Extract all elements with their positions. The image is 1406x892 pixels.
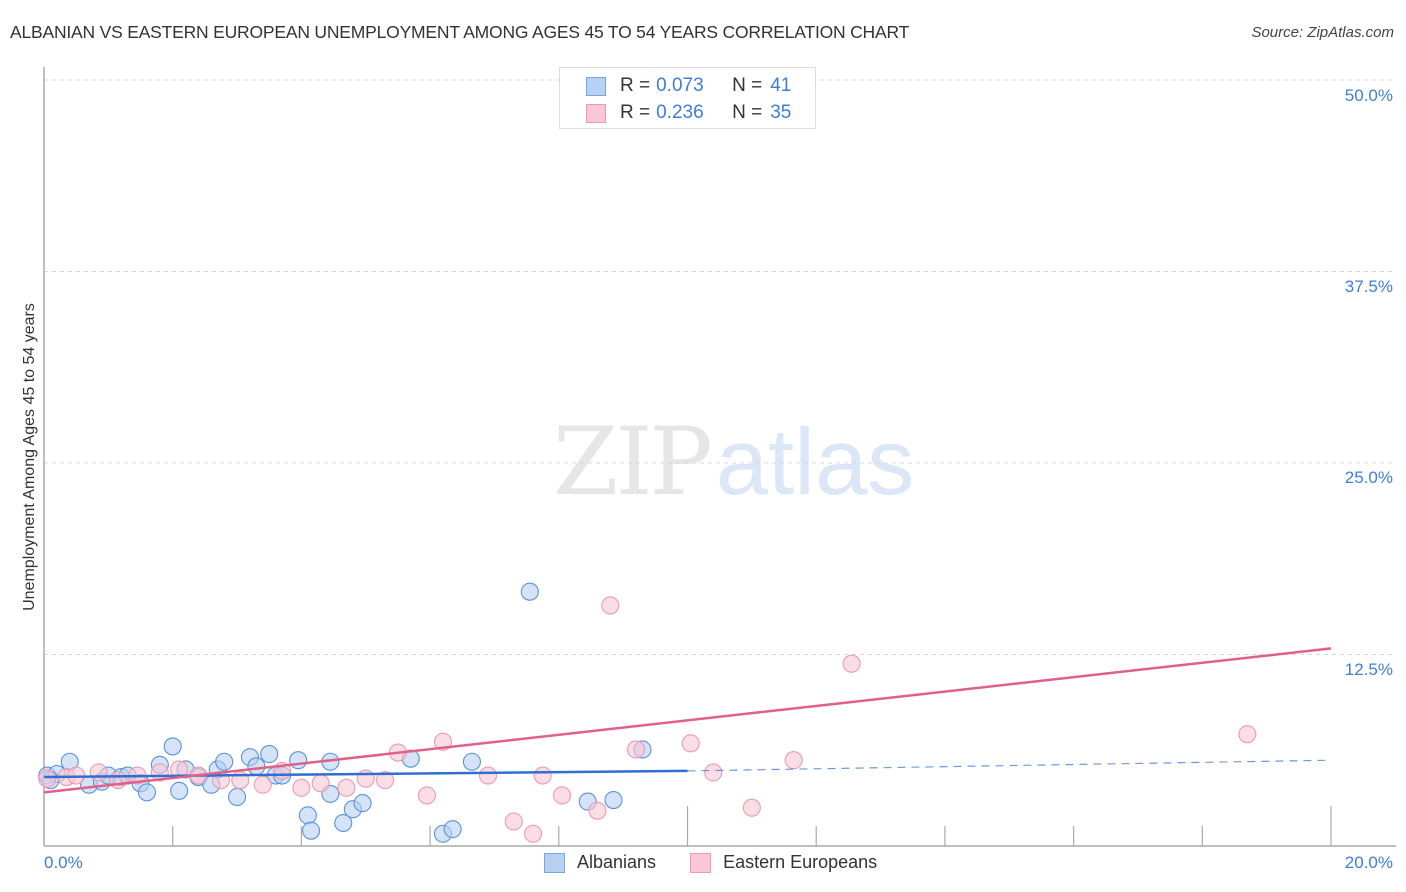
eastern-europeans-point [311,774,330,793]
source-label: Source: ZipAtlas.com [1251,24,1394,41]
legend-row-eastern-europeans: R = 0.236 N = 35 [586,100,791,126]
eastern-europeans-point [478,766,498,785]
r-value: 0.073 [656,75,704,96]
legend-row-albanians: R = 0.073 N = 41 [586,73,791,99]
eastern-europeans-point [552,786,572,805]
eastern-europeans-point [504,812,523,831]
albanians-point [462,752,481,771]
albanians-point [334,813,353,833]
eastern-europeans-point [588,801,607,820]
y-axis-label: Unemployment Among Ages 45 to 54 years [21,303,38,611]
legend-label: Albanians [577,852,657,872]
albanians-trendline [43,769,688,779]
eastern-europeans-point [292,778,311,797]
albanians-swatch [586,76,606,96]
eastern-europeans-point [681,734,700,753]
albanians-point [215,752,234,771]
y-tick-50: 50.0% [1344,86,1393,105]
x-tick-20: 20.0% [1344,853,1393,872]
eastern-europeans-point [89,763,108,782]
r-value: 0.236 [656,102,704,123]
eastern-europeans-point [784,751,803,770]
eastern-europeans-swatch [690,852,712,873]
n-value: 41 [770,75,792,96]
eastern-europeans-point [601,596,620,615]
albanians-point [443,820,462,839]
albanians-point [353,794,372,813]
n-label: N = [732,102,763,123]
watermark-atlas: atlas [715,409,915,514]
n-label: N = [732,75,763,96]
albanians-point [520,582,539,601]
albanians-trendline-extension [687,759,1332,772]
r-label: R = [620,75,651,96]
eastern-europeans-point [417,786,436,805]
albanians-point [289,751,308,770]
eastern-europeans-point [1238,725,1257,744]
albanians-point [137,783,157,802]
albanians-point [163,737,182,756]
eastern-europeans-point [742,798,761,817]
eastern-europeans-point [376,771,395,790]
eastern-europeans-swatch [586,103,606,123]
eastern-europeans-point [704,763,723,782]
albanians-point [170,781,189,800]
y-tick-37-5: 37.5% [1344,277,1393,296]
eastern-europeans-point [38,769,57,788]
albanians-point [302,821,321,840]
x-tick-0: 0.0% [44,853,83,872]
albanians-point [298,806,317,825]
eastern-europeans-point [337,778,356,797]
eastern-europeans-trendline [43,647,1332,794]
legend-item-albanians[interactable]: Albanians [544,852,656,873]
eastern-europeans-point [356,769,375,788]
albanians-point [247,757,266,776]
legend-item-eastern-europeans[interactable]: Eastern Europeans [690,852,877,873]
albanians-point [604,790,623,810]
eastern-europeans-point [533,766,552,785]
r-label: R = [620,102,651,123]
eastern-europeans-point [842,654,861,673]
legend-label: Eastern Europeans [723,852,878,872]
correlation-legend: R = 0.073 N = 41 R = 0.236 N = 35 [559,67,816,129]
series-legend: Albanians Eastern Europeans [544,852,911,873]
y-tick-12-5: 12.5% [1344,660,1393,679]
eastern-europeans-point [253,775,272,794]
albanians-point [228,787,247,807]
n-value: 35 [770,102,792,123]
chart-title: ALBANIAN VS EASTERN EUROPEAN UNEMPLOYMEN… [10,22,910,42]
albanians-swatch [544,852,565,873]
y-tick-25: 25.0% [1344,468,1393,487]
eastern-europeans-point [626,740,646,759]
eastern-europeans-point [524,824,543,843]
eastern-europeans-point [108,771,128,790]
watermark: ZIPatlas [553,408,914,517]
albanians-point [260,745,279,764]
